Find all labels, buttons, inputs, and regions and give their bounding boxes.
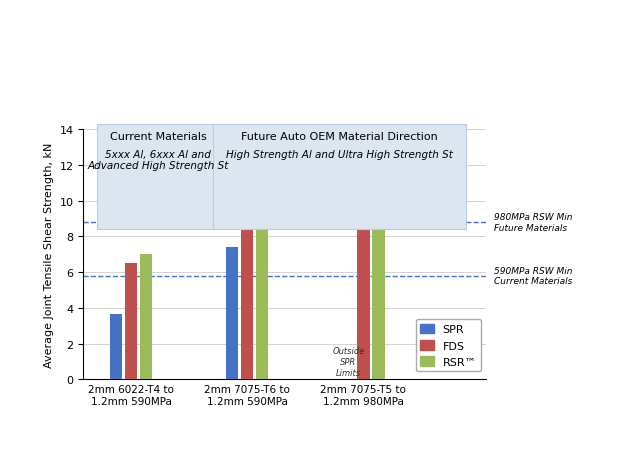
Bar: [125, 263, 137, 380]
Y-axis label: Average Joint Tensile Shear Strength, kN: Average Joint Tensile Shear Strength, kN: [44, 142, 54, 367]
Text: Current Materials: Current Materials: [110, 132, 207, 142]
Bar: [226, 248, 238, 380]
Text: High Strength Al and Ultra High Strength St: High Strength Al and Ultra High Strength…: [226, 150, 453, 160]
Text: Outside
SPR
Limits: Outside SPR Limits: [332, 346, 365, 377]
Bar: [256, 170, 268, 380]
Bar: [372, 173, 385, 380]
Text: Future Auto OEM Material Direction: Future Auto OEM Material Direction: [241, 132, 438, 142]
Text: 980MPa RSW Min
Future Materials: 980MPa RSW Min Future Materials: [495, 213, 573, 232]
Bar: [241, 225, 253, 380]
Text: 590MPa RSW Min
Current Materials: 590MPa RSW Min Current Materials: [495, 266, 573, 286]
Legend: SPR, FDS, RSR™: SPR, FDS, RSR™: [416, 319, 481, 372]
Bar: [110, 314, 122, 380]
Text: 5xxx Al, 6xxx Al and
Advanced High Strength St: 5xxx Al, 6xxx Al and Advanced High Stren…: [88, 150, 229, 171]
Bar: [357, 193, 369, 380]
Bar: [140, 255, 152, 380]
